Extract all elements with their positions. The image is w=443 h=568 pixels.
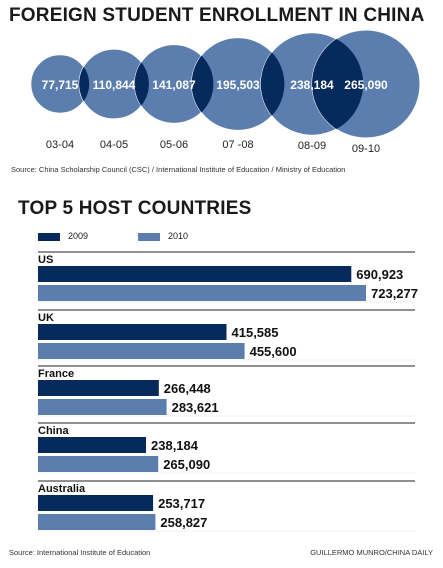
legend-label-2009: 2009 [68,231,89,241]
bubble-chart: 77,715 03-04 110,844 04-05 141,087 05-06 195,5… [30,29,421,155]
category-label: Australia [38,483,86,495]
bar-value-label: 266,448 [164,381,211,396]
bubble-value-label: 141,087 [152,78,196,92]
bar-value-label: 253,717 [158,496,205,511]
chart-title: FOREIGN STUDENT ENROLLMENT IN CHINA [9,5,425,26]
bar-2010 [38,285,366,301]
bar-value-label: 238,184 [151,438,199,453]
bubble-value-label: 77,715 [42,78,79,92]
bubble-value-label: 238,184 [290,78,334,92]
legend-item-2010: 2010 [138,231,188,241]
bubble-value-label: 110,844 [93,78,136,92]
bar-value-label: 258,827 [160,515,207,530]
category-label: UK [38,312,54,324]
bubble-category-label: 09-10 [352,143,380,155]
bar-2010 [38,514,156,530]
bar-value-label: 690,923 [356,267,403,282]
bar-value-label: 415,585 [232,325,279,340]
legend-item-2009: 2009 [38,231,88,241]
bar-value-label: 455,600 [250,344,297,359]
category-label: China [38,425,69,437]
bar-2009 [38,266,352,282]
bar-value-label: 723,277 [371,286,418,301]
legend-swatch-2010 [138,232,160,241]
bubble-category-label: 04-05 [100,139,128,151]
source-note: Source: China Scholarship Council (CSC) … [11,165,346,174]
bubble-group [30,29,421,139]
bubble-category-label: 05-06 [160,139,188,151]
bar-value-label: 265,090 [163,457,210,472]
category-label: France [38,368,74,380]
legend-label-2010: 2010 [168,231,189,241]
credit: GUILLERMO MUNRO/CHINA DAILY [310,548,433,557]
bar-value-label: 283,621 [172,400,219,415]
bubble-value-label: 265,090 [344,78,388,92]
bubble-category-label: 07 -08 [222,139,253,151]
bar-2009 [38,437,146,453]
legend-swatch-2009 [38,232,60,241]
bar-2009 [38,324,227,340]
bar-2009 [38,380,159,396]
bar-2010 [38,399,167,415]
bar-2010 [38,456,159,472]
bubble-overlap [312,32,364,136]
section-title: TOP 5 HOST COUNTRIES [18,198,252,219]
bubble-category-label: 03-04 [46,139,74,151]
bar-2010 [38,343,245,359]
bubble-value-label: 195,503 [216,78,260,92]
bar-source-note: Source: International Institute of Educa… [9,548,151,557]
bar-2009 [38,495,154,511]
category-label: US [38,254,53,266]
bubble-category-label: 08-09 [298,140,326,152]
